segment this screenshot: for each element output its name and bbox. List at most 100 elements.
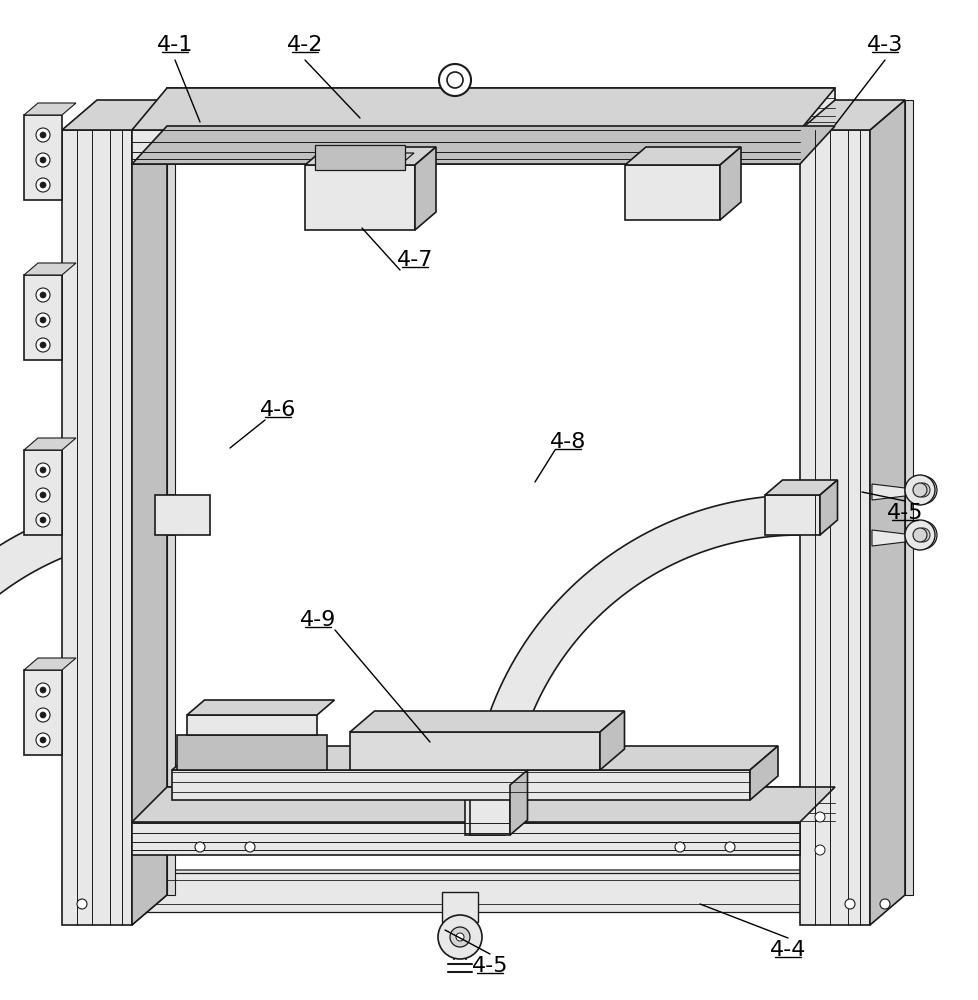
Polygon shape (167, 100, 175, 895)
Polygon shape (315, 145, 405, 170)
Text: 4-8: 4-8 (550, 432, 586, 452)
Polygon shape (62, 100, 167, 130)
Circle shape (40, 182, 46, 188)
Polygon shape (799, 100, 904, 130)
Circle shape (912, 528, 926, 542)
Circle shape (674, 842, 685, 852)
Polygon shape (871, 484, 904, 500)
Circle shape (908, 476, 936, 504)
Polygon shape (441, 892, 477, 922)
Circle shape (36, 338, 50, 352)
Polygon shape (749, 746, 778, 800)
Text: 4-3: 4-3 (866, 35, 903, 55)
Text: 4-9: 4-9 (299, 610, 335, 630)
Circle shape (40, 492, 46, 498)
Polygon shape (132, 787, 834, 822)
Polygon shape (820, 480, 836, 535)
Polygon shape (24, 275, 62, 360)
Circle shape (40, 712, 46, 718)
Polygon shape (132, 126, 834, 164)
Polygon shape (167, 787, 834, 825)
Circle shape (40, 317, 46, 323)
Circle shape (915, 528, 929, 542)
Circle shape (456, 933, 464, 941)
Circle shape (36, 708, 50, 722)
Circle shape (36, 488, 50, 502)
Circle shape (244, 842, 254, 852)
Circle shape (40, 467, 46, 473)
Circle shape (40, 292, 46, 298)
Polygon shape (62, 873, 869, 912)
Circle shape (36, 178, 50, 192)
Circle shape (814, 845, 824, 855)
Text: 4-5: 4-5 (886, 503, 922, 523)
Circle shape (40, 687, 46, 693)
Circle shape (40, 517, 46, 523)
Polygon shape (869, 100, 904, 925)
Polygon shape (62, 894, 890, 912)
Polygon shape (187, 715, 317, 735)
Text: 4-5: 4-5 (471, 956, 508, 976)
Polygon shape (177, 735, 327, 770)
Polygon shape (350, 732, 600, 770)
Polygon shape (305, 147, 435, 165)
Circle shape (915, 483, 929, 497)
Circle shape (36, 313, 50, 327)
Polygon shape (24, 115, 62, 200)
Polygon shape (465, 785, 505, 835)
Polygon shape (167, 88, 834, 126)
Polygon shape (172, 746, 778, 770)
Circle shape (36, 513, 50, 527)
Text: 4-2: 4-2 (287, 35, 323, 55)
Polygon shape (62, 870, 890, 888)
Text: 4-1: 4-1 (156, 35, 193, 55)
Polygon shape (320, 153, 414, 165)
Polygon shape (764, 480, 836, 495)
Polygon shape (305, 165, 415, 230)
Polygon shape (62, 130, 132, 925)
Polygon shape (469, 495, 799, 825)
Text: 4-7: 4-7 (396, 250, 432, 270)
Polygon shape (510, 770, 527, 835)
Polygon shape (132, 130, 799, 164)
Circle shape (40, 342, 46, 348)
Circle shape (844, 899, 854, 909)
Polygon shape (904, 100, 912, 895)
Polygon shape (719, 147, 740, 220)
Polygon shape (469, 785, 510, 835)
Polygon shape (155, 495, 210, 535)
Circle shape (36, 683, 50, 697)
Polygon shape (415, 147, 435, 230)
Polygon shape (350, 711, 624, 732)
Text: 4-4: 4-4 (769, 940, 805, 960)
Polygon shape (24, 438, 76, 450)
Text: 4-6: 4-6 (259, 400, 296, 420)
Polygon shape (24, 450, 62, 535)
Circle shape (725, 842, 734, 852)
Circle shape (438, 64, 470, 96)
Circle shape (36, 288, 50, 302)
Polygon shape (871, 530, 904, 546)
Circle shape (814, 812, 824, 822)
Circle shape (36, 733, 50, 747)
Circle shape (40, 737, 46, 743)
Circle shape (450, 927, 469, 947)
Polygon shape (187, 700, 334, 715)
Circle shape (195, 842, 204, 852)
Polygon shape (445, 88, 465, 92)
Polygon shape (132, 822, 799, 855)
Circle shape (908, 521, 936, 549)
Circle shape (36, 463, 50, 477)
Circle shape (40, 132, 46, 138)
Circle shape (40, 157, 46, 163)
Polygon shape (132, 88, 834, 130)
Circle shape (36, 153, 50, 167)
Circle shape (437, 915, 481, 959)
Polygon shape (764, 495, 820, 535)
Polygon shape (624, 165, 719, 220)
Polygon shape (624, 147, 740, 165)
Circle shape (447, 72, 463, 88)
Circle shape (77, 899, 87, 909)
Circle shape (36, 128, 50, 142)
Circle shape (912, 483, 926, 497)
